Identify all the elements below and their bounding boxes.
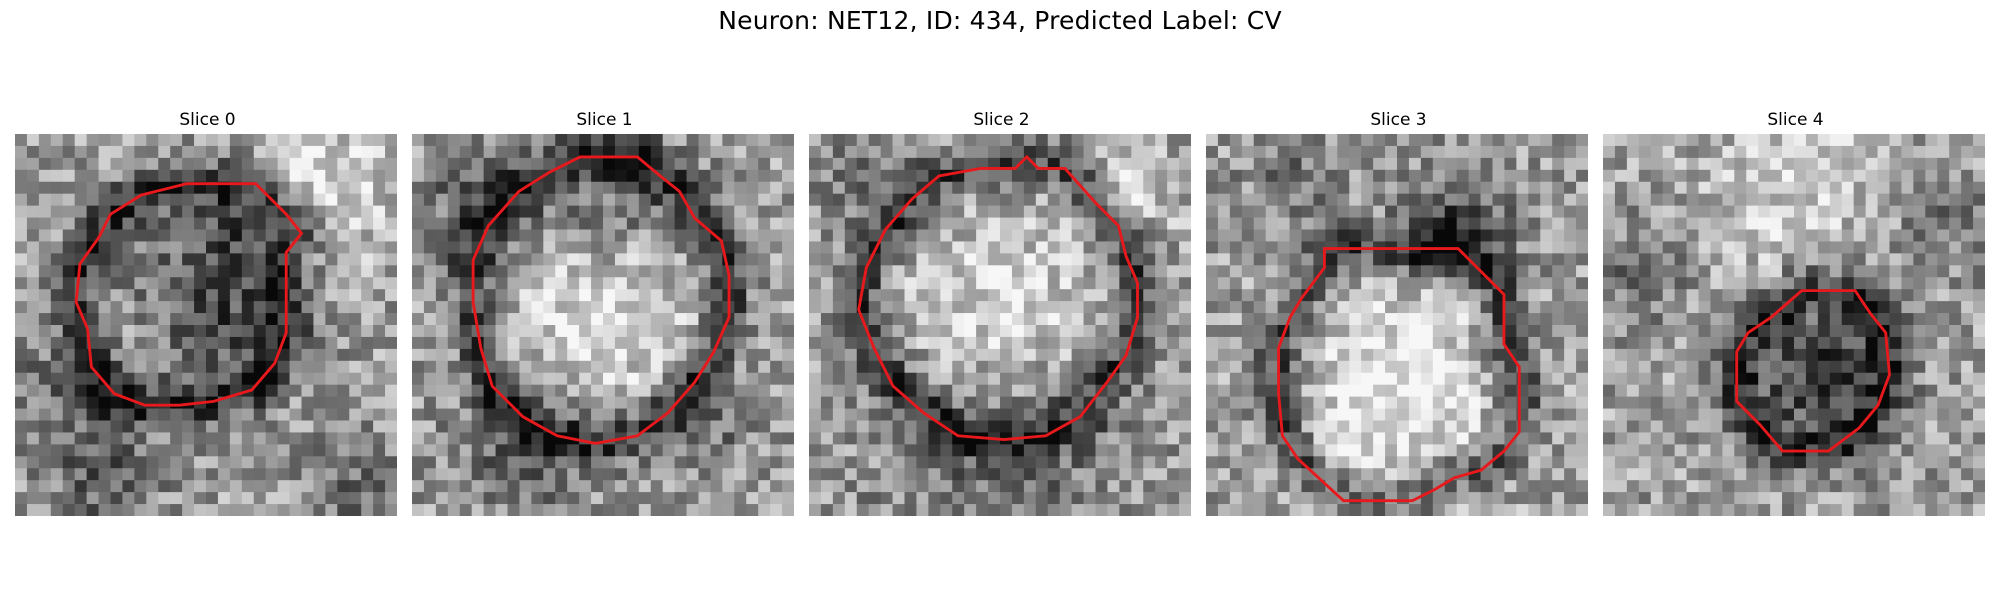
slice-image bbox=[1603, 134, 1985, 516]
slice-title: Slice 3 bbox=[1370, 110, 1427, 130]
slice-title: Slice 4 bbox=[1767, 110, 1824, 130]
slice-panel-2: Slice 2 bbox=[809, 110, 1194, 516]
slice-panel-0: Slice 0 bbox=[15, 110, 400, 516]
slice-image bbox=[412, 134, 794, 516]
slice-image bbox=[1206, 134, 1588, 516]
slice-image bbox=[809, 134, 1191, 516]
slice-image bbox=[15, 134, 397, 516]
roi-contour bbox=[471, 155, 731, 445]
slice-panel-4: Slice 4 bbox=[1603, 110, 1988, 516]
figure-title: Neuron: NET12, ID: 434, Predicted Label:… bbox=[718, 6, 1282, 35]
roi-contour bbox=[857, 154, 1139, 442]
slice-panel-1: Slice 1 bbox=[412, 110, 797, 516]
slice-title: Slice 0 bbox=[179, 110, 236, 130]
slice-title: Slice 2 bbox=[973, 110, 1030, 130]
roi-contour bbox=[1277, 247, 1521, 503]
slice-panel-3: Slice 3 bbox=[1206, 110, 1591, 516]
slice-title: Slice 1 bbox=[576, 110, 633, 130]
roi-contour bbox=[74, 182, 304, 407]
roi-contour bbox=[1735, 289, 1891, 453]
